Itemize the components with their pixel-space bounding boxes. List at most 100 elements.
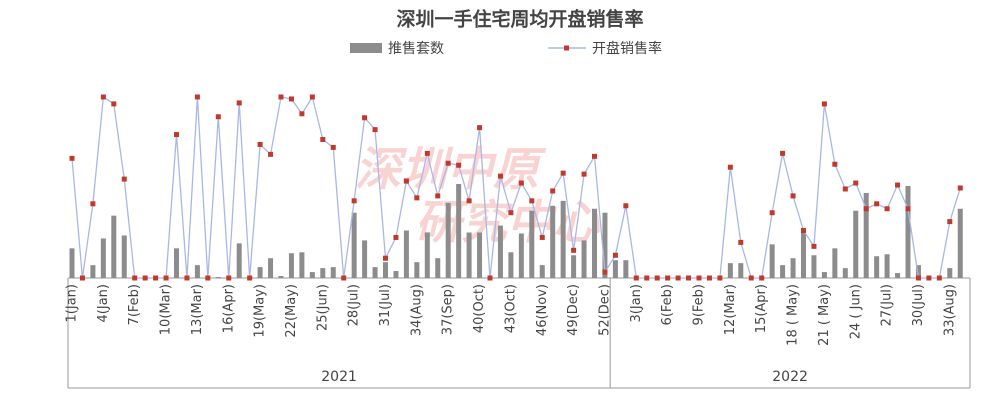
x-tick-label: 33(Aug) — [942, 284, 957, 336]
line-marker — [957, 185, 963, 191]
line-marker — [759, 275, 765, 281]
line-marker — [571, 247, 577, 253]
line-marker — [393, 234, 399, 240]
bar — [383, 262, 388, 278]
line-marker — [111, 101, 117, 107]
line-marker — [905, 206, 911, 212]
line-marker — [184, 275, 190, 281]
bar — [581, 240, 587, 278]
x-tick-label: 22(May) — [284, 284, 299, 338]
bar — [288, 253, 294, 278]
bar — [821, 272, 827, 278]
line-marker — [194, 94, 200, 100]
line-marker — [915, 275, 921, 281]
bar — [780, 265, 786, 278]
line-marker — [654, 275, 660, 281]
bar — [330, 267, 336, 278]
line-marker — [811, 243, 817, 249]
line-marker — [696, 275, 702, 281]
bar — [957, 208, 963, 278]
bar — [560, 200, 566, 278]
line-marker — [268, 151, 274, 157]
bar — [853, 210, 859, 278]
line-marker — [665, 275, 671, 281]
bar — [623, 260, 629, 278]
line-marker — [727, 164, 733, 170]
bar — [497, 225, 503, 278]
group-label: 2021 — [321, 369, 357, 385]
line-marker — [90, 201, 96, 207]
legend-swatch — [564, 45, 569, 51]
bar — [529, 210, 535, 278]
bar — [905, 186, 911, 278]
line-marker — [686, 275, 692, 281]
line-marker — [581, 171, 587, 177]
line-marker — [466, 198, 472, 204]
line-marker — [874, 201, 880, 207]
line-marker — [299, 111, 305, 117]
line-marker — [383, 255, 388, 261]
line-marker — [947, 219, 953, 225]
bar — [362, 240, 368, 278]
bar — [884, 254, 890, 278]
x-tick-label: 9(Feb) — [692, 284, 707, 325]
line-marker — [602, 269, 608, 275]
bar — [874, 256, 880, 278]
x-tick-label: 13(Mar) — [190, 284, 205, 335]
bar — [842, 268, 848, 278]
x-tick-label: 40(Oct) — [472, 284, 487, 333]
bar — [518, 233, 524, 278]
line-marker — [748, 275, 754, 281]
line-marker — [320, 137, 326, 143]
bar — [508, 252, 514, 278]
legend-label: 开盘销售率 — [592, 40, 662, 57]
line-marker — [341, 275, 347, 281]
line-marker — [790, 193, 796, 199]
line — [71, 95, 961, 279]
bar — [895, 273, 901, 278]
line-marker — [936, 275, 942, 281]
bar — [100, 238, 106, 278]
x-tick-label: 52(Dec) — [597, 284, 612, 336]
line-marker — [477, 125, 483, 131]
x-tick-label: 27(Jul) — [880, 284, 895, 326]
line-marker — [79, 275, 85, 281]
group-label: 2022 — [772, 369, 808, 385]
line-marker — [288, 96, 294, 102]
line-marker — [550, 188, 556, 194]
line-marker — [801, 228, 806, 234]
line-marker — [863, 206, 869, 212]
bar — [90, 265, 96, 278]
x-tick-label: 15(Apr) — [754, 284, 769, 333]
bar — [769, 244, 775, 278]
bar — [268, 258, 274, 278]
bar — [424, 232, 430, 278]
line-marker — [351, 198, 357, 204]
line-marker — [309, 94, 315, 100]
bar — [435, 258, 441, 278]
bar — [539, 265, 545, 278]
bar — [863, 192, 869, 278]
bar — [236, 243, 242, 278]
x-tick-label: 37(Sep) — [441, 284, 456, 335]
line-marker — [153, 275, 159, 281]
bar — [592, 208, 597, 278]
line-marker — [497, 173, 503, 179]
line-marker — [612, 252, 618, 258]
line-marker — [717, 275, 723, 281]
x-tick-label: 7(Feb) — [127, 284, 142, 325]
chart-title: 深圳一手住宅周均开盘销售率 — [396, 8, 643, 31]
line-marker — [257, 141, 263, 147]
x-tick-label: 3(Jan) — [629, 284, 644, 322]
line-marker — [142, 275, 148, 281]
x-tick-label: 28(Jul) — [347, 284, 362, 326]
bar — [320, 268, 326, 278]
x-tick-label: 6(Feb) — [660, 284, 675, 325]
line-marker — [330, 144, 336, 150]
bar — [351, 212, 357, 278]
line-marker — [832, 161, 838, 167]
line-marker — [592, 153, 597, 159]
bar — [811, 255, 817, 278]
line-marker — [633, 275, 639, 281]
x-tick-label: 24 ( Jun) — [848, 284, 863, 339]
